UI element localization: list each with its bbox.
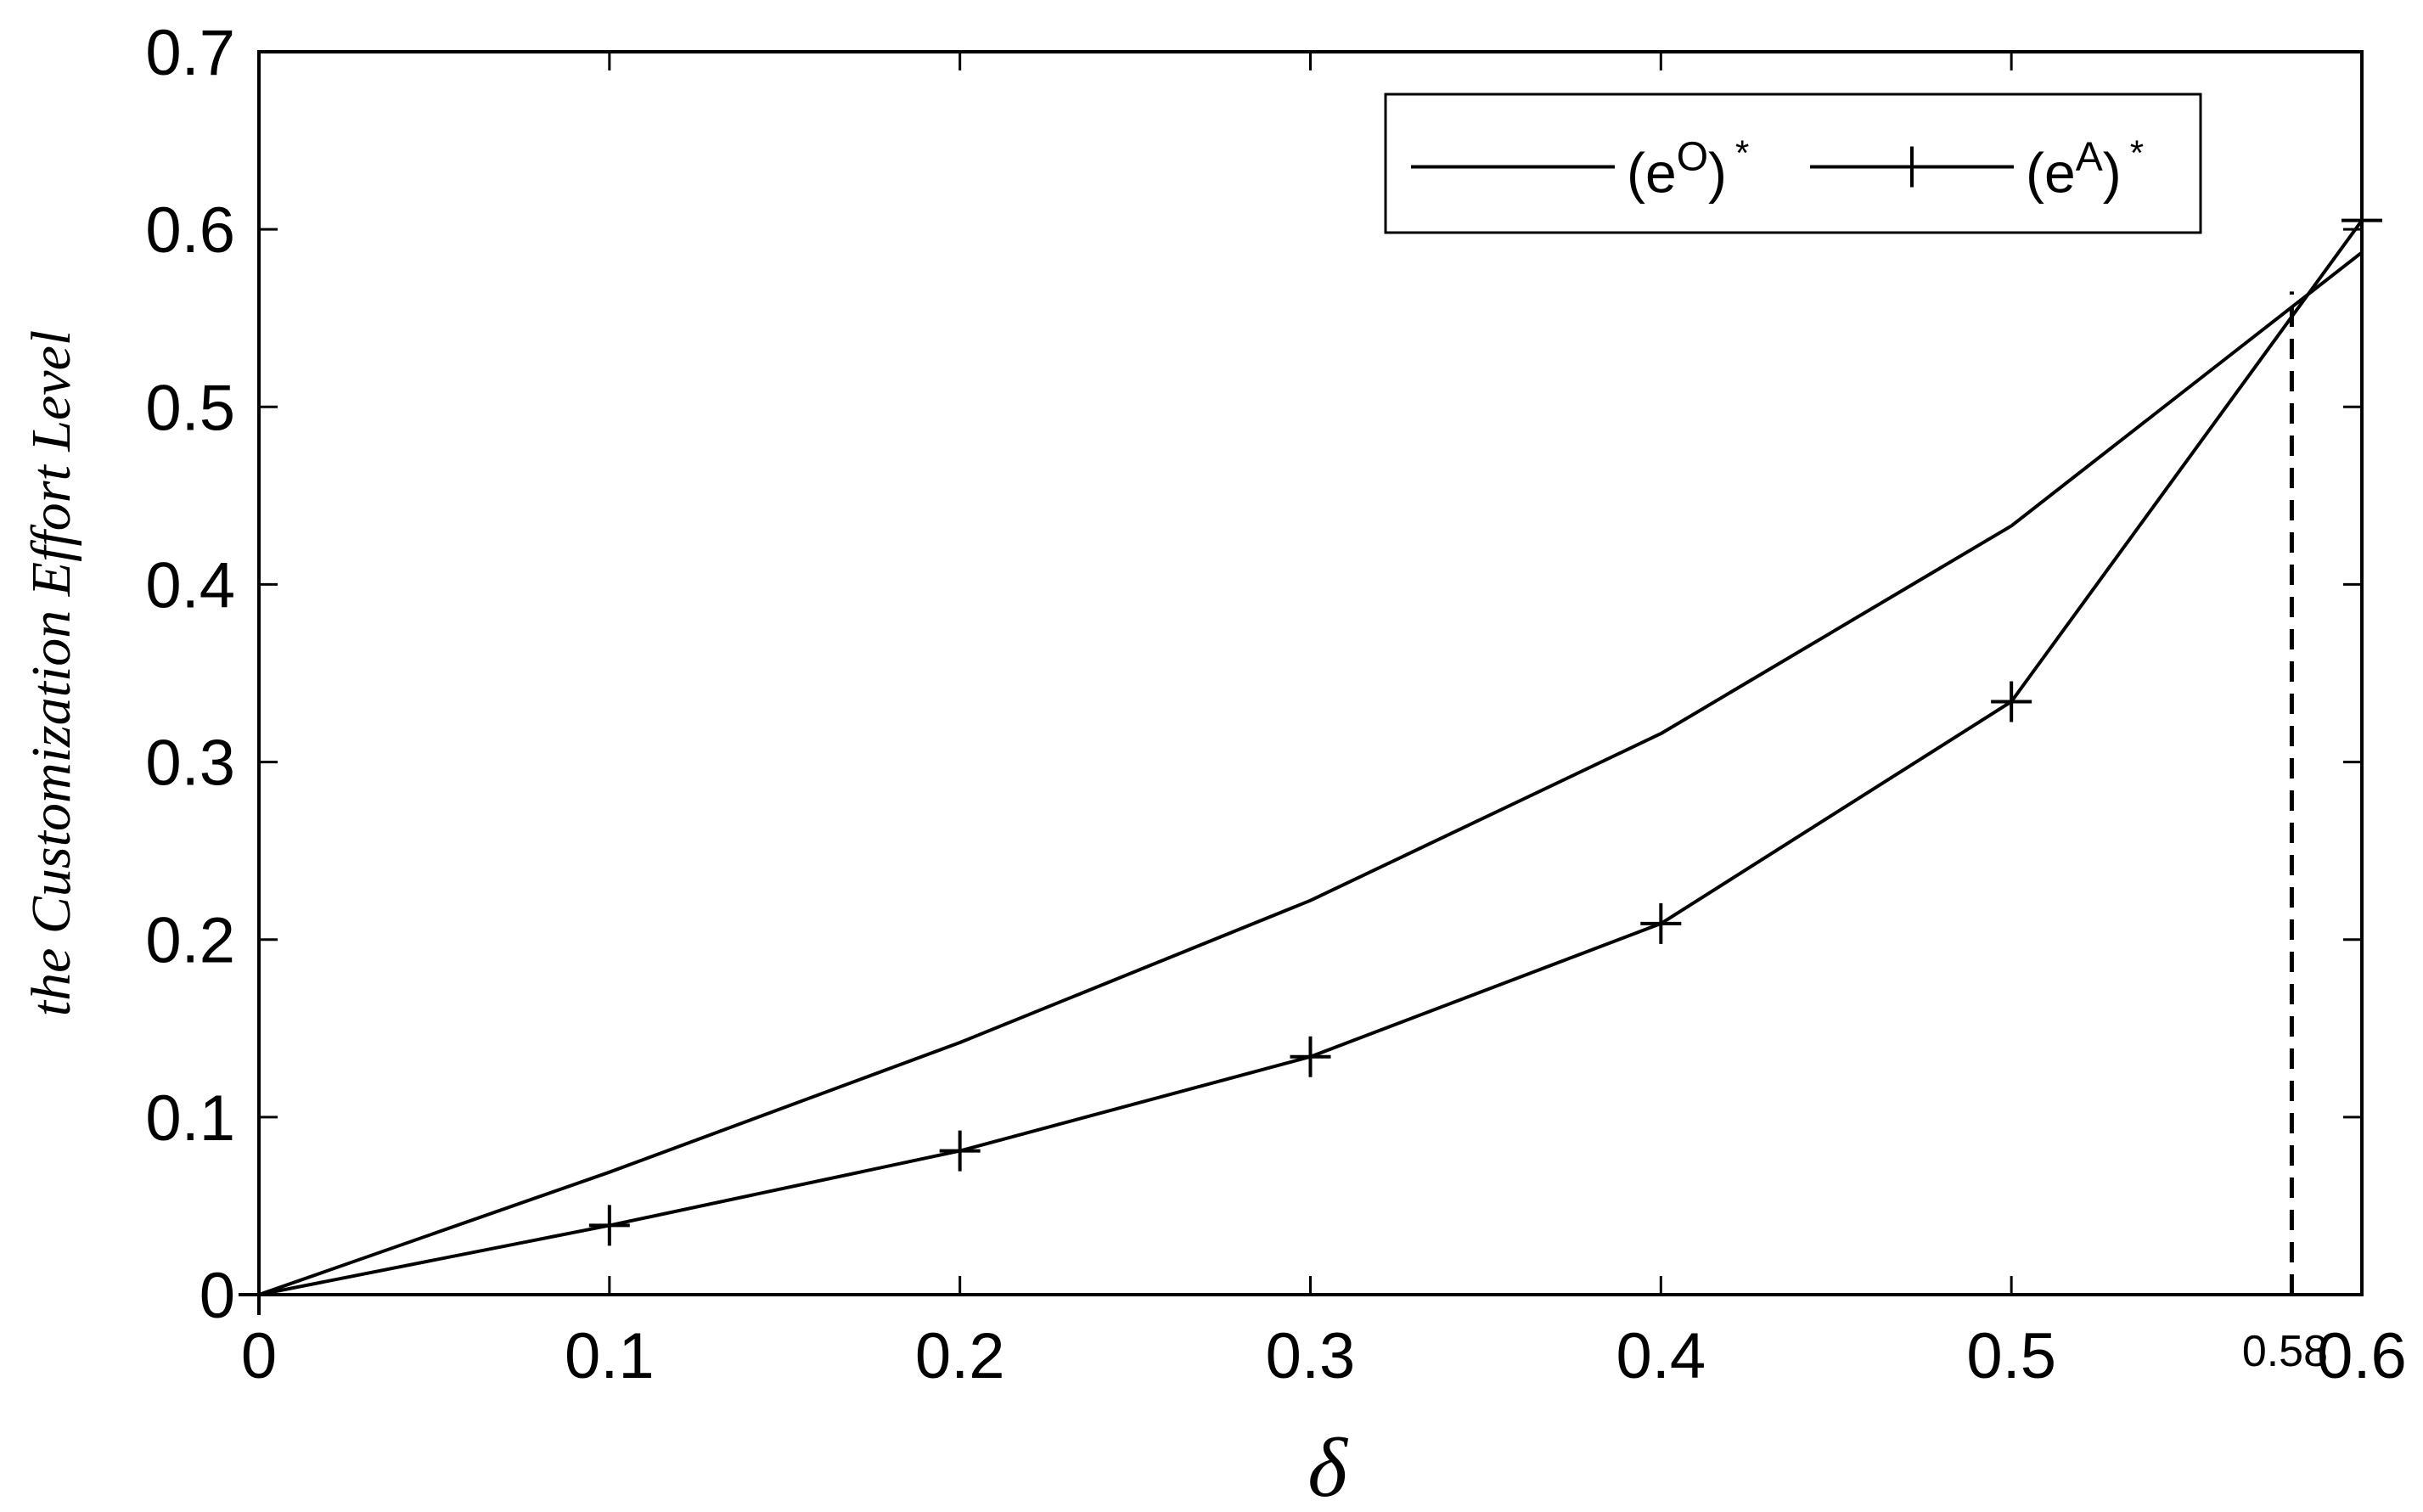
y-tick-label: 0.6: [145, 194, 235, 267]
legend-label: (eO) *: [1627, 133, 1749, 205]
data-point-plus-marker: [2341, 200, 2382, 241]
x-tick-label: 0.2: [915, 1320, 1005, 1392]
data-point-plus-marker: [1640, 902, 1682, 944]
y-tick-label: 0.3: [145, 728, 235, 800]
x-tick-label: 0: [241, 1320, 277, 1392]
threshold-label: 0.58: [2242, 1327, 2328, 1376]
y-axis-label: the Customization Effort Level: [20, 330, 82, 1016]
y-tick-label: 0: [200, 1260, 235, 1332]
x-tick-label: 0.3: [1266, 1320, 1356, 1392]
y-tick-label: 0.4: [145, 549, 235, 621]
y-tick-label: 0.1: [145, 1082, 235, 1155]
x-tick-label: 0.5: [1966, 1320, 2056, 1392]
legend-entry-1: (eO) *: [1411, 133, 1749, 205]
data-point-plus-marker: [1991, 681, 2032, 722]
x-tick-label: 0.4: [1616, 1320, 1706, 1392]
plot-area: 0 0.1 0.2 0.3 0.4 0.5 0.600.10.20.30.40.50.60.…: [145, 17, 2406, 1392]
series-line-1: [258, 250, 2364, 1296]
legend: (eO) * (eA) *: [1384, 93, 2202, 234]
data-point-plus-marker: [588, 1205, 630, 1246]
legend-box: [1384, 93, 2202, 234]
y-tick-label: 0.7: [145, 17, 235, 89]
x-axis-label: δ: [1307, 1420, 1348, 1512]
data-point-plus-marker: [939, 1130, 981, 1172]
x-tick-label: 0.6: [2317, 1320, 2407, 1392]
y-tick-label: 0.5: [145, 372, 235, 444]
data-point-plus-marker: [1290, 1036, 1331, 1077]
legend-label: (eA) *: [2026, 133, 2144, 205]
data-point-plus-marker: [239, 1274, 279, 1315]
x-tick-label: 0.1: [565, 1320, 655, 1392]
legend-entry-2: (eA) *: [1810, 133, 2144, 205]
legend-plus-marker: [1892, 146, 1932, 188]
y-tick-label: 0.2: [145, 905, 235, 977]
